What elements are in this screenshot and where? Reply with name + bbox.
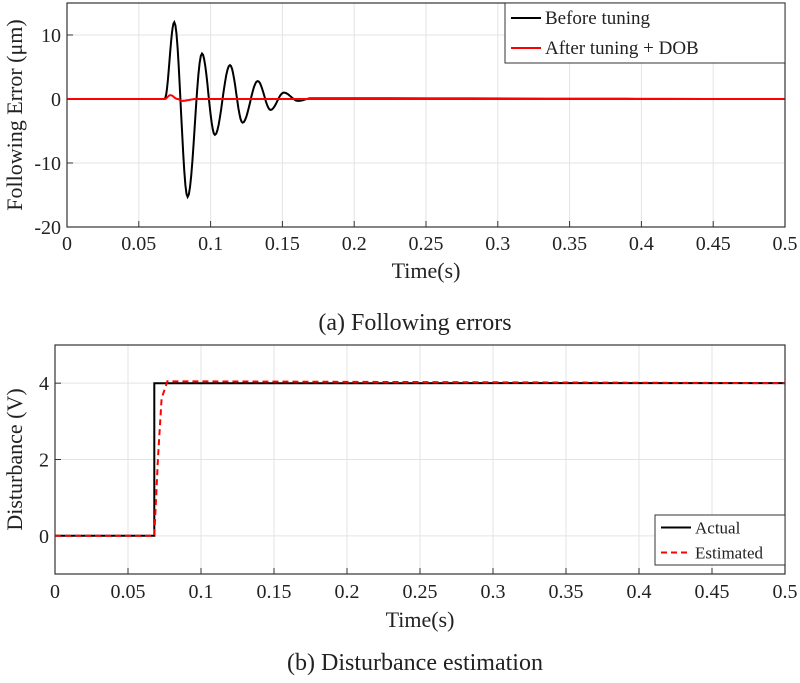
caption-a: (a) Following errors — [318, 310, 511, 336]
x-tick-label: 0.45 — [696, 233, 731, 255]
x-tick-label: 0.4 — [629, 233, 654, 255]
x-tick-label: 0.25 — [409, 233, 444, 255]
y-tick-label: 4 — [39, 373, 49, 395]
y-tick-label: 10 — [41, 25, 61, 47]
x-tick-label: 0.5 — [773, 233, 798, 255]
y-tick-label: 2 — [39, 450, 49, 472]
x-axis-label: Time(s) — [386, 607, 455, 632]
y-axis-label: Disturbance (V) — [2, 388, 27, 530]
legend — [654, 514, 786, 566]
x-tick-label: 0.5 — [773, 581, 798, 603]
x-tick-label: 0.25 — [403, 581, 438, 603]
legend-label: Before tuning — [545, 8, 651, 29]
axes-frame — [66, 2, 786, 228]
x-tick-label: 0 — [50, 581, 60, 603]
x-tick-label: 0.4 — [627, 581, 652, 603]
axes-frame — [54, 344, 786, 575]
y-tick-label: -20 — [34, 217, 61, 239]
x-axis-label: Time(s) — [392, 258, 461, 283]
legend-label: After tuning + DOB — [545, 38, 699, 59]
x-tick-label: 0.45 — [695, 581, 730, 603]
x-tick-label: 0 — [62, 233, 72, 255]
series-line-secondary — [55, 380, 786, 537]
x-tick-label: 0.2 — [342, 233, 367, 255]
series-line-primary — [55, 382, 786, 537]
y-tick-label: -10 — [34, 153, 61, 175]
legend — [504, 2, 786, 64]
following-error-plot: (a) Following errors 0 0.05 0.1 0.15 0.2 0.25… — [2, 2, 798, 336]
disturbance-plot: (b) Disturbance estimation 0 0.05 0.1 0.15 0… — [2, 344, 798, 676]
x-tick-label: 0.35 — [549, 581, 584, 603]
y-tick-label: 0 — [51, 89, 61, 111]
y-axis-label: Following Error (μm) — [2, 19, 27, 210]
legend-label: Estimated — [695, 544, 763, 563]
x-tick-label: 0.35 — [552, 233, 587, 255]
series-line-secondary — [67, 94, 785, 102]
x-tick-label: 0.15 — [257, 581, 292, 603]
x-tick-label: 0.05 — [121, 233, 156, 255]
x-tick-label: 0.1 — [189, 581, 214, 603]
x-tick-label: 0.05 — [111, 581, 146, 603]
x-tick-label: 0.15 — [265, 233, 300, 255]
caption-b: (b) Disturbance estimation — [287, 650, 543, 676]
series-line-primary — [67, 19, 785, 200]
y-tick-label: 0 — [39, 526, 49, 548]
x-tick-label: 0.3 — [481, 581, 506, 603]
legend-label: Actual — [695, 519, 741, 538]
x-tick-label: 0.2 — [335, 581, 360, 603]
x-tick-label: 0.3 — [485, 233, 510, 255]
x-tick-label: 0.1 — [198, 233, 223, 255]
